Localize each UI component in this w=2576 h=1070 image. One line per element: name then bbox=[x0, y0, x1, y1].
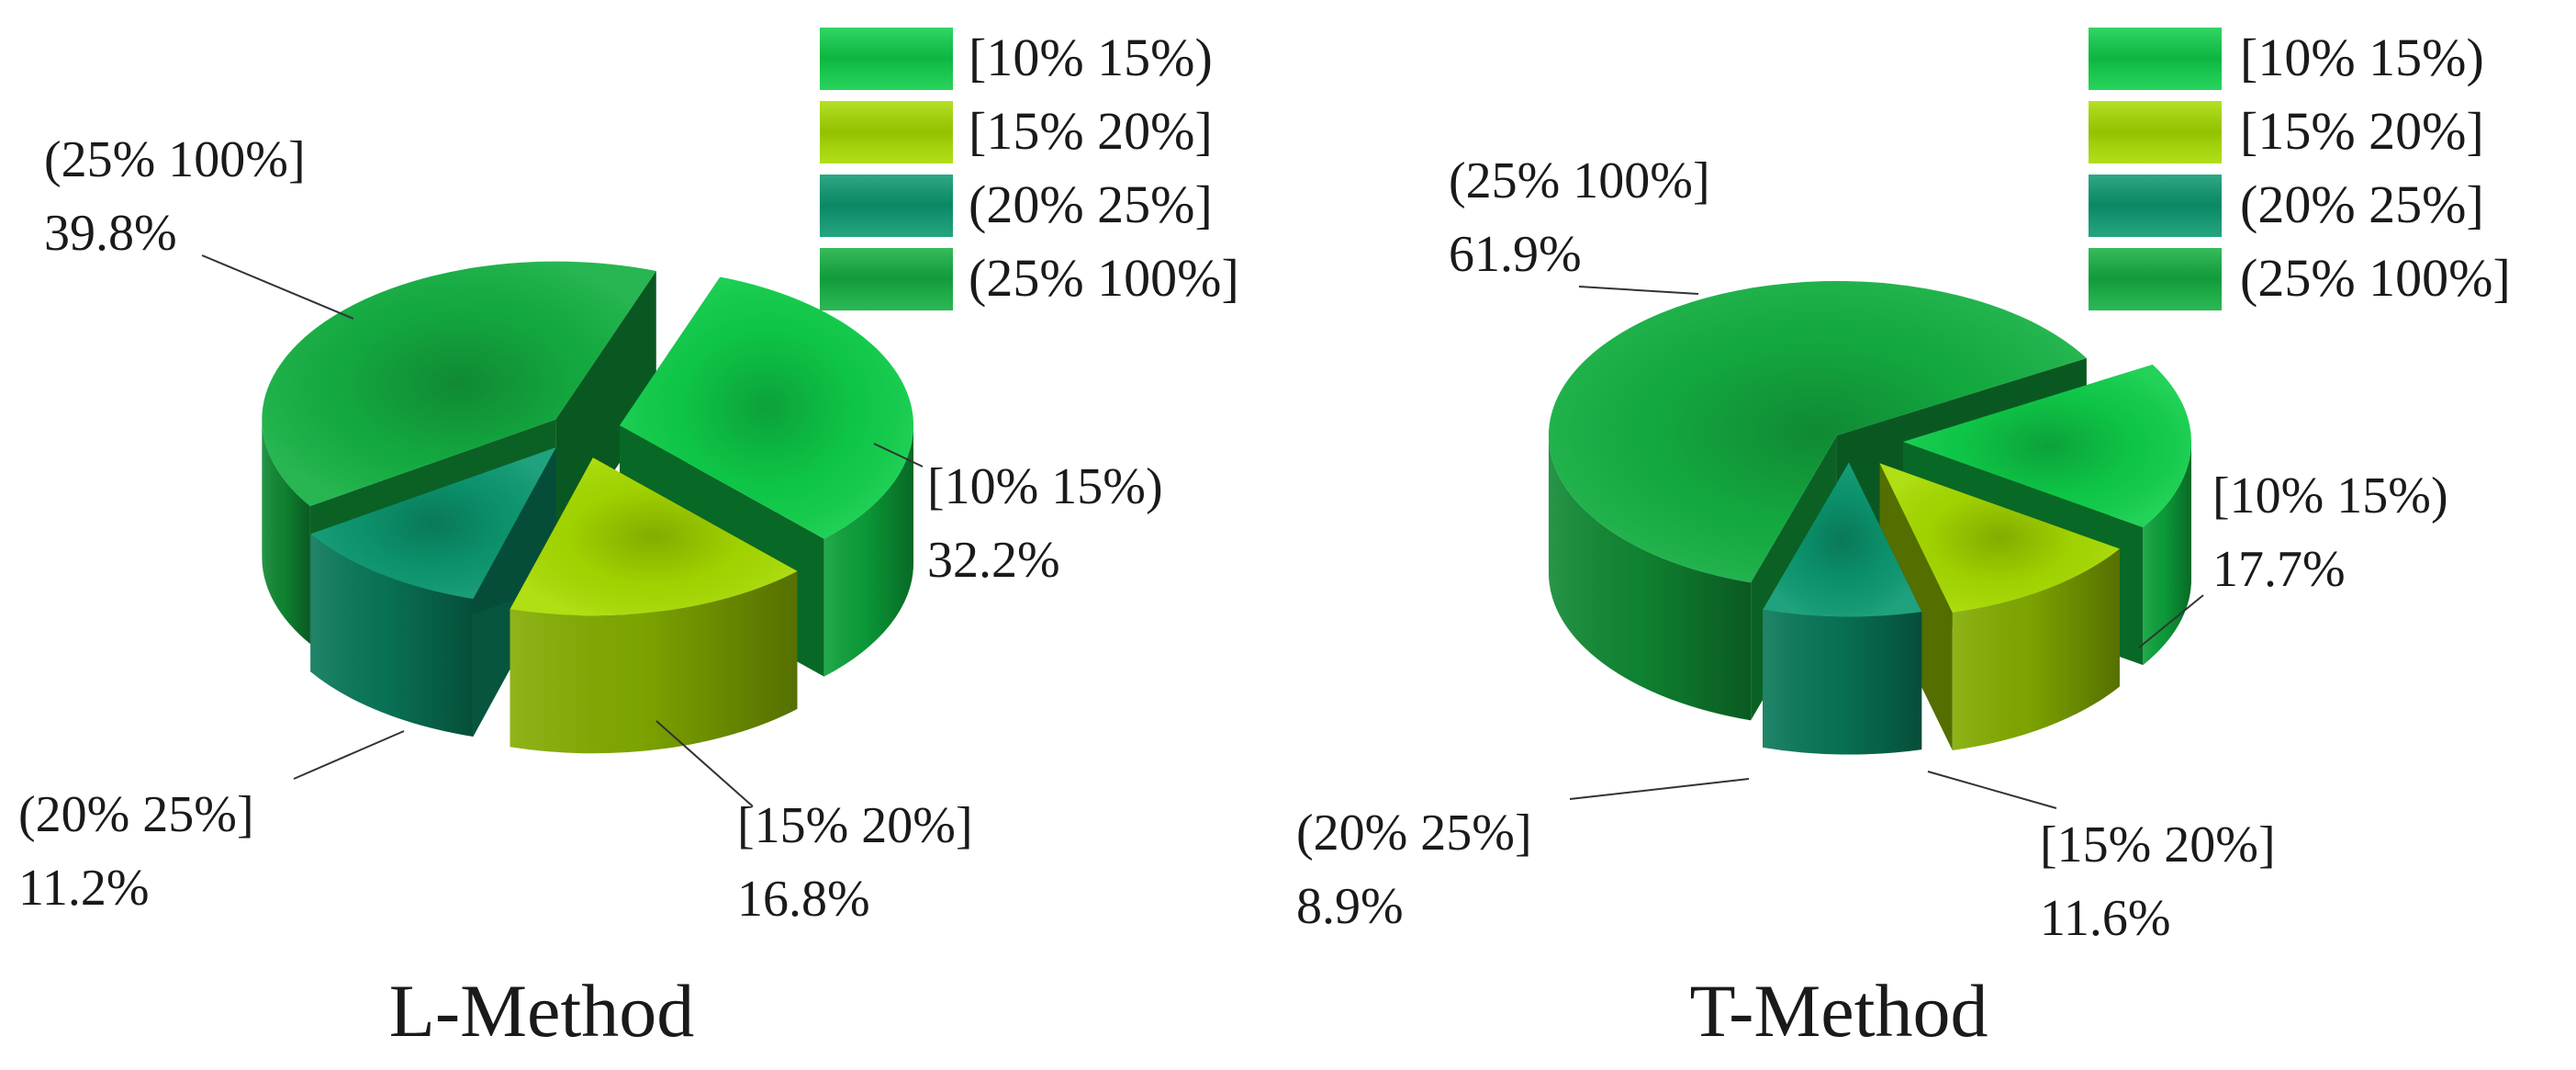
slice-20-25 bbox=[1763, 462, 1922, 755]
slice-15-20 bbox=[1879, 463, 2120, 750]
legend-swatch-shading bbox=[820, 28, 953, 90]
slice-top-shading bbox=[1548, 280, 2087, 583]
slice-top-shading bbox=[1902, 364, 2191, 528]
legend-swatch-shading bbox=[2089, 248, 2222, 310]
legend-label-15-20: [15% 20%] bbox=[2240, 101, 2484, 161]
legend: [10% 15%) [15% 20%] (20% 25%] (25% 100%] bbox=[2089, 28, 2511, 310]
leader-line-25-100 bbox=[201, 254, 354, 320]
data-label-value-10-15: 17.7% bbox=[2212, 541, 2346, 598]
slice-side-shading bbox=[510, 570, 798, 754]
legend-label-10-15: [10% 15%) bbox=[2240, 28, 2484, 87]
data-label-category-15-20: [15% 20%] bbox=[2040, 817, 2276, 873]
data-label-value-25-100: 61.9% bbox=[1449, 226, 1582, 283]
pie-chart-t-method: [10% 15%) 17.7% [15% 20%] 11.6% (20% 25%] 8.9… bbox=[1296, 28, 2511, 1053]
legend-label-25-100: (25% 100%] bbox=[969, 248, 1239, 308]
data-label-value-15-20: 16.8% bbox=[737, 871, 870, 928]
data-label-category-10-15: [10% 15%) bbox=[927, 458, 1163, 515]
leader-line-20-25 bbox=[293, 730, 405, 780]
legend-swatch-shading bbox=[2089, 28, 2222, 90]
slice-side-shading bbox=[1952, 548, 2120, 750]
slice-side-shading bbox=[262, 419, 310, 645]
leader-line-10-15 bbox=[2138, 594, 2204, 648]
legend-swatch-shading bbox=[2089, 101, 2222, 163]
data-label-value-15-20: 11.6% bbox=[2040, 890, 2171, 947]
data-label-category-15-20: [15% 20%] bbox=[737, 797, 973, 854]
data-label-value-20-25: 8.9% bbox=[1296, 878, 1404, 935]
leader-line-10-15 bbox=[873, 443, 924, 467]
slice-side-shading bbox=[310, 534, 474, 737]
legend-label-20-25: (20% 25%] bbox=[969, 175, 1213, 234]
legend-swatch-shading bbox=[820, 248, 953, 310]
slice-top-shading bbox=[620, 276, 914, 539]
leader-line-25-100 bbox=[1578, 286, 1699, 295]
data-label-category-20-25: (20% 25%] bbox=[18, 786, 254, 843]
leader-line-15-20 bbox=[1927, 771, 2057, 809]
slice-top-shading bbox=[510, 457, 798, 616]
chart-title: L-Method bbox=[389, 969, 694, 1053]
data-label-value-10-15: 32.2% bbox=[927, 532, 1060, 589]
legend-label-25-100: (25% 100%] bbox=[2240, 248, 2511, 308]
slice-top-shading bbox=[1879, 463, 2120, 613]
leader-line-15-20 bbox=[655, 720, 754, 807]
slice-top-shading bbox=[262, 261, 656, 507]
chart-title: T-Method bbox=[1690, 969, 1988, 1053]
slice-side-shading bbox=[823, 425, 914, 677]
slice-side-shading bbox=[2143, 441, 2191, 666]
legend-label-15-20: [15% 20%] bbox=[969, 101, 1213, 161]
data-label-value-20-25: 11.2% bbox=[18, 860, 150, 917]
legend-label-20-25: (20% 25%] bbox=[2240, 175, 2484, 234]
slice-top-shading bbox=[310, 446, 556, 599]
slice-side-shading bbox=[1548, 434, 1752, 721]
slice-side-shading bbox=[1763, 609, 1922, 755]
leader-line-20-25 bbox=[1569, 778, 1750, 800]
legend-swatch-shading bbox=[820, 175, 953, 237]
data-label-value-25-100: 39.8% bbox=[44, 205, 177, 262]
legend-swatch-shading bbox=[2089, 175, 2222, 237]
slice-20-25 bbox=[310, 446, 556, 737]
data-label-category-10-15: [10% 15%) bbox=[2212, 467, 2448, 524]
slice-top-shading bbox=[1763, 462, 1922, 617]
legend-swatch-shading bbox=[820, 101, 953, 163]
data-label-category-25-100: (25% 100%] bbox=[1449, 152, 1710, 209]
slice-15-20 bbox=[510, 457, 798, 754]
legend-label-10-15: [10% 15%) bbox=[969, 28, 1213, 87]
data-label-category-20-25: (20% 25%] bbox=[1296, 805, 1532, 862]
pie-chart-l-method: [10% 15%) 32.2% [15% 20%] 16.8% (20% 25%] 11.… bbox=[18, 28, 1239, 1053]
legend: [10% 15%) [15% 20%] (20% 25%] (25% 100%] bbox=[820, 28, 1239, 310]
data-label-category-25-100: (25% 100%] bbox=[44, 131, 306, 188]
